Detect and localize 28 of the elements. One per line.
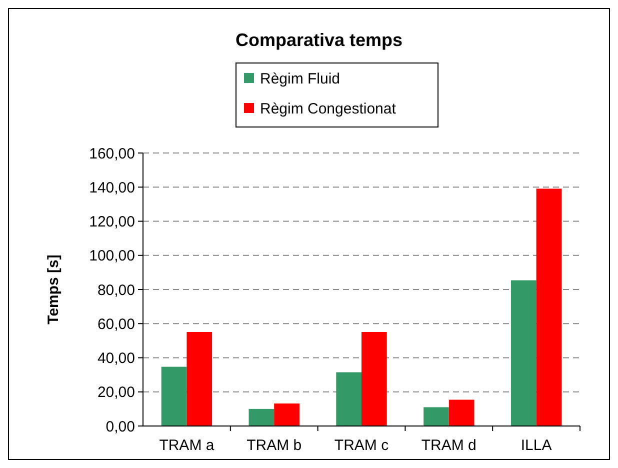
bar xyxy=(161,366,187,426)
bar xyxy=(186,332,212,426)
bar xyxy=(510,280,536,426)
x-tick-label: TRAM b xyxy=(246,437,302,454)
y-tick-label: 100,00 xyxy=(89,248,135,265)
y-tick-label: 160,00 xyxy=(89,145,135,162)
y-tick-label: 120,00 xyxy=(89,214,135,230)
x-tick-label: TRAM a xyxy=(159,437,215,454)
y-tick-label: 20,00 xyxy=(97,384,135,402)
y-tick-label: 40,00 xyxy=(97,350,135,367)
y-tick-label: 80,00 xyxy=(97,282,135,299)
bar xyxy=(362,332,387,426)
bar xyxy=(336,372,362,426)
bar xyxy=(424,407,449,426)
chart-title: Comparativa temps xyxy=(235,30,403,50)
x-tick-label: TRAM c xyxy=(334,437,390,454)
y-tick-label: 60,00 xyxy=(97,316,135,333)
bar xyxy=(448,400,474,426)
y-tick-label: 0,00 xyxy=(106,418,135,436)
bar xyxy=(536,188,562,426)
bar xyxy=(274,403,300,426)
legend-label: Règim Congestionat xyxy=(260,100,397,118)
y-tick-label: 140,00 xyxy=(89,179,135,196)
legend-label: Règim Fluid xyxy=(260,70,340,88)
bar xyxy=(248,408,274,426)
x-tick-label: ILLA xyxy=(520,437,552,454)
x-tick-label: TRAM d xyxy=(421,437,476,454)
y-axis-title: Temps [s] xyxy=(45,254,62,324)
